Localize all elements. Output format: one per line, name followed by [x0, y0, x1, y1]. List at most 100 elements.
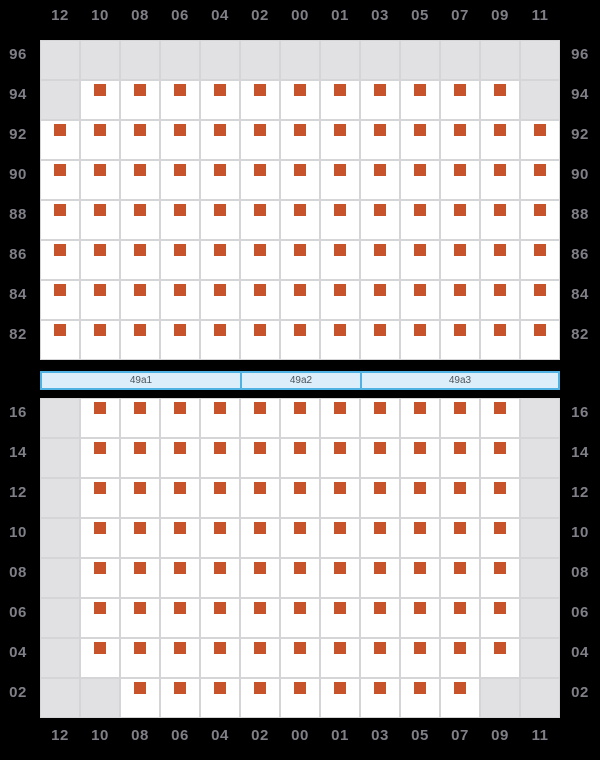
slot-bottom-10-04[interactable]	[200, 518, 240, 558]
slot-top-92-12[interactable]	[40, 120, 80, 160]
slot-bottom-08-05[interactable]	[400, 558, 440, 598]
slot-top-90-00[interactable]	[280, 160, 320, 200]
slot-top-90-01[interactable]	[320, 160, 360, 200]
slot-top-92-11[interactable]	[520, 120, 560, 160]
slot-bottom-04-05[interactable]	[400, 638, 440, 678]
slot-top-82-02[interactable]	[240, 320, 280, 360]
slot-bottom-10-01[interactable]	[320, 518, 360, 558]
slot-bottom-06-05[interactable]	[400, 598, 440, 638]
slot-bottom-04-12[interactable]	[40, 638, 80, 678]
slot-bottom-14-04[interactable]	[200, 438, 240, 478]
slot-top-84-11[interactable]	[520, 280, 560, 320]
slot-top-84-10[interactable]	[80, 280, 120, 320]
slot-top-84-08[interactable]	[120, 280, 160, 320]
slot-bottom-02-00[interactable]	[280, 678, 320, 718]
slot-bottom-12-07[interactable]	[440, 478, 480, 518]
slot-top-90-08[interactable]	[120, 160, 160, 200]
slot-top-84-07[interactable]	[440, 280, 480, 320]
slot-top-90-04[interactable]	[200, 160, 240, 200]
slot-top-86-01[interactable]	[320, 240, 360, 280]
slot-top-86-08[interactable]	[120, 240, 160, 280]
slot-bottom-16-06[interactable]	[160, 398, 200, 438]
slot-bottom-08-01[interactable]	[320, 558, 360, 598]
slot-top-94-07[interactable]	[440, 80, 480, 120]
slot-bottom-16-04[interactable]	[200, 398, 240, 438]
slot-top-82-11[interactable]	[520, 320, 560, 360]
slot-bottom-14-08[interactable]	[120, 438, 160, 478]
slot-bottom-16-02[interactable]	[240, 398, 280, 438]
slot-top-84-04[interactable]	[200, 280, 240, 320]
slot-top-96-01[interactable]	[320, 40, 360, 80]
slot-bottom-06-03[interactable]	[360, 598, 400, 638]
slot-bottom-08-03[interactable]	[360, 558, 400, 598]
slot-bottom-06-10[interactable]	[80, 598, 120, 638]
slot-bottom-12-11[interactable]	[520, 478, 560, 518]
slot-top-96-04[interactable]	[200, 40, 240, 80]
slot-top-84-03[interactable]	[360, 280, 400, 320]
slot-bottom-12-08[interactable]	[120, 478, 160, 518]
slot-bottom-08-07[interactable]	[440, 558, 480, 598]
slot-top-96-05[interactable]	[400, 40, 440, 80]
slot-bottom-08-09[interactable]	[480, 558, 520, 598]
slot-top-96-06[interactable]	[160, 40, 200, 80]
slot-top-82-08[interactable]	[120, 320, 160, 360]
slot-top-92-10[interactable]	[80, 120, 120, 160]
slot-bottom-10-10[interactable]	[80, 518, 120, 558]
slot-top-84-00[interactable]	[280, 280, 320, 320]
slot-bottom-06-01[interactable]	[320, 598, 360, 638]
slot-bottom-02-12[interactable]	[40, 678, 80, 718]
slot-bottom-06-02[interactable]	[240, 598, 280, 638]
slot-top-92-05[interactable]	[400, 120, 440, 160]
slot-top-94-05[interactable]	[400, 80, 440, 120]
slot-bottom-14-01[interactable]	[320, 438, 360, 478]
slot-bottom-02-09[interactable]	[480, 678, 520, 718]
slot-top-86-07[interactable]	[440, 240, 480, 280]
slot-top-82-10[interactable]	[80, 320, 120, 360]
slot-bottom-02-11[interactable]	[520, 678, 560, 718]
slot-bottom-04-00[interactable]	[280, 638, 320, 678]
hatch-segment-49a2[interactable]: 49a2	[240, 371, 360, 390]
slot-bottom-02-10[interactable]	[80, 678, 120, 718]
slot-top-88-12[interactable]	[40, 200, 80, 240]
slot-bottom-16-07[interactable]	[440, 398, 480, 438]
slot-bottom-14-09[interactable]	[480, 438, 520, 478]
slot-bottom-04-03[interactable]	[360, 638, 400, 678]
slot-top-94-09[interactable]	[480, 80, 520, 120]
slot-bottom-06-11[interactable]	[520, 598, 560, 638]
slot-top-86-11[interactable]	[520, 240, 560, 280]
slot-top-94-11[interactable]	[520, 80, 560, 120]
slot-top-90-09[interactable]	[480, 160, 520, 200]
slot-top-96-12[interactable]	[40, 40, 80, 80]
slot-bottom-14-11[interactable]	[520, 438, 560, 478]
slot-bottom-10-00[interactable]	[280, 518, 320, 558]
slot-bottom-10-09[interactable]	[480, 518, 520, 558]
slot-bottom-14-07[interactable]	[440, 438, 480, 478]
slot-bottom-12-10[interactable]	[80, 478, 120, 518]
slot-top-92-04[interactable]	[200, 120, 240, 160]
slot-top-92-07[interactable]	[440, 120, 480, 160]
slot-top-96-10[interactable]	[80, 40, 120, 80]
slot-bottom-12-01[interactable]	[320, 478, 360, 518]
slot-bottom-16-03[interactable]	[360, 398, 400, 438]
slot-top-84-02[interactable]	[240, 280, 280, 320]
slot-top-92-02[interactable]	[240, 120, 280, 160]
slot-bottom-14-00[interactable]	[280, 438, 320, 478]
slot-top-88-01[interactable]	[320, 200, 360, 240]
slot-top-94-01[interactable]	[320, 80, 360, 120]
slot-top-90-12[interactable]	[40, 160, 80, 200]
slot-top-92-03[interactable]	[360, 120, 400, 160]
slot-bottom-12-05[interactable]	[400, 478, 440, 518]
slot-bottom-16-01[interactable]	[320, 398, 360, 438]
slot-top-82-06[interactable]	[160, 320, 200, 360]
slot-top-96-09[interactable]	[480, 40, 520, 80]
slot-top-86-03[interactable]	[360, 240, 400, 280]
slot-bottom-10-03[interactable]	[360, 518, 400, 558]
slot-bottom-04-01[interactable]	[320, 638, 360, 678]
slot-top-88-06[interactable]	[160, 200, 200, 240]
slot-bottom-08-00[interactable]	[280, 558, 320, 598]
slot-top-94-12[interactable]	[40, 80, 80, 120]
slot-top-88-04[interactable]	[200, 200, 240, 240]
slot-top-82-01[interactable]	[320, 320, 360, 360]
slot-top-82-03[interactable]	[360, 320, 400, 360]
slot-top-84-12[interactable]	[40, 280, 80, 320]
